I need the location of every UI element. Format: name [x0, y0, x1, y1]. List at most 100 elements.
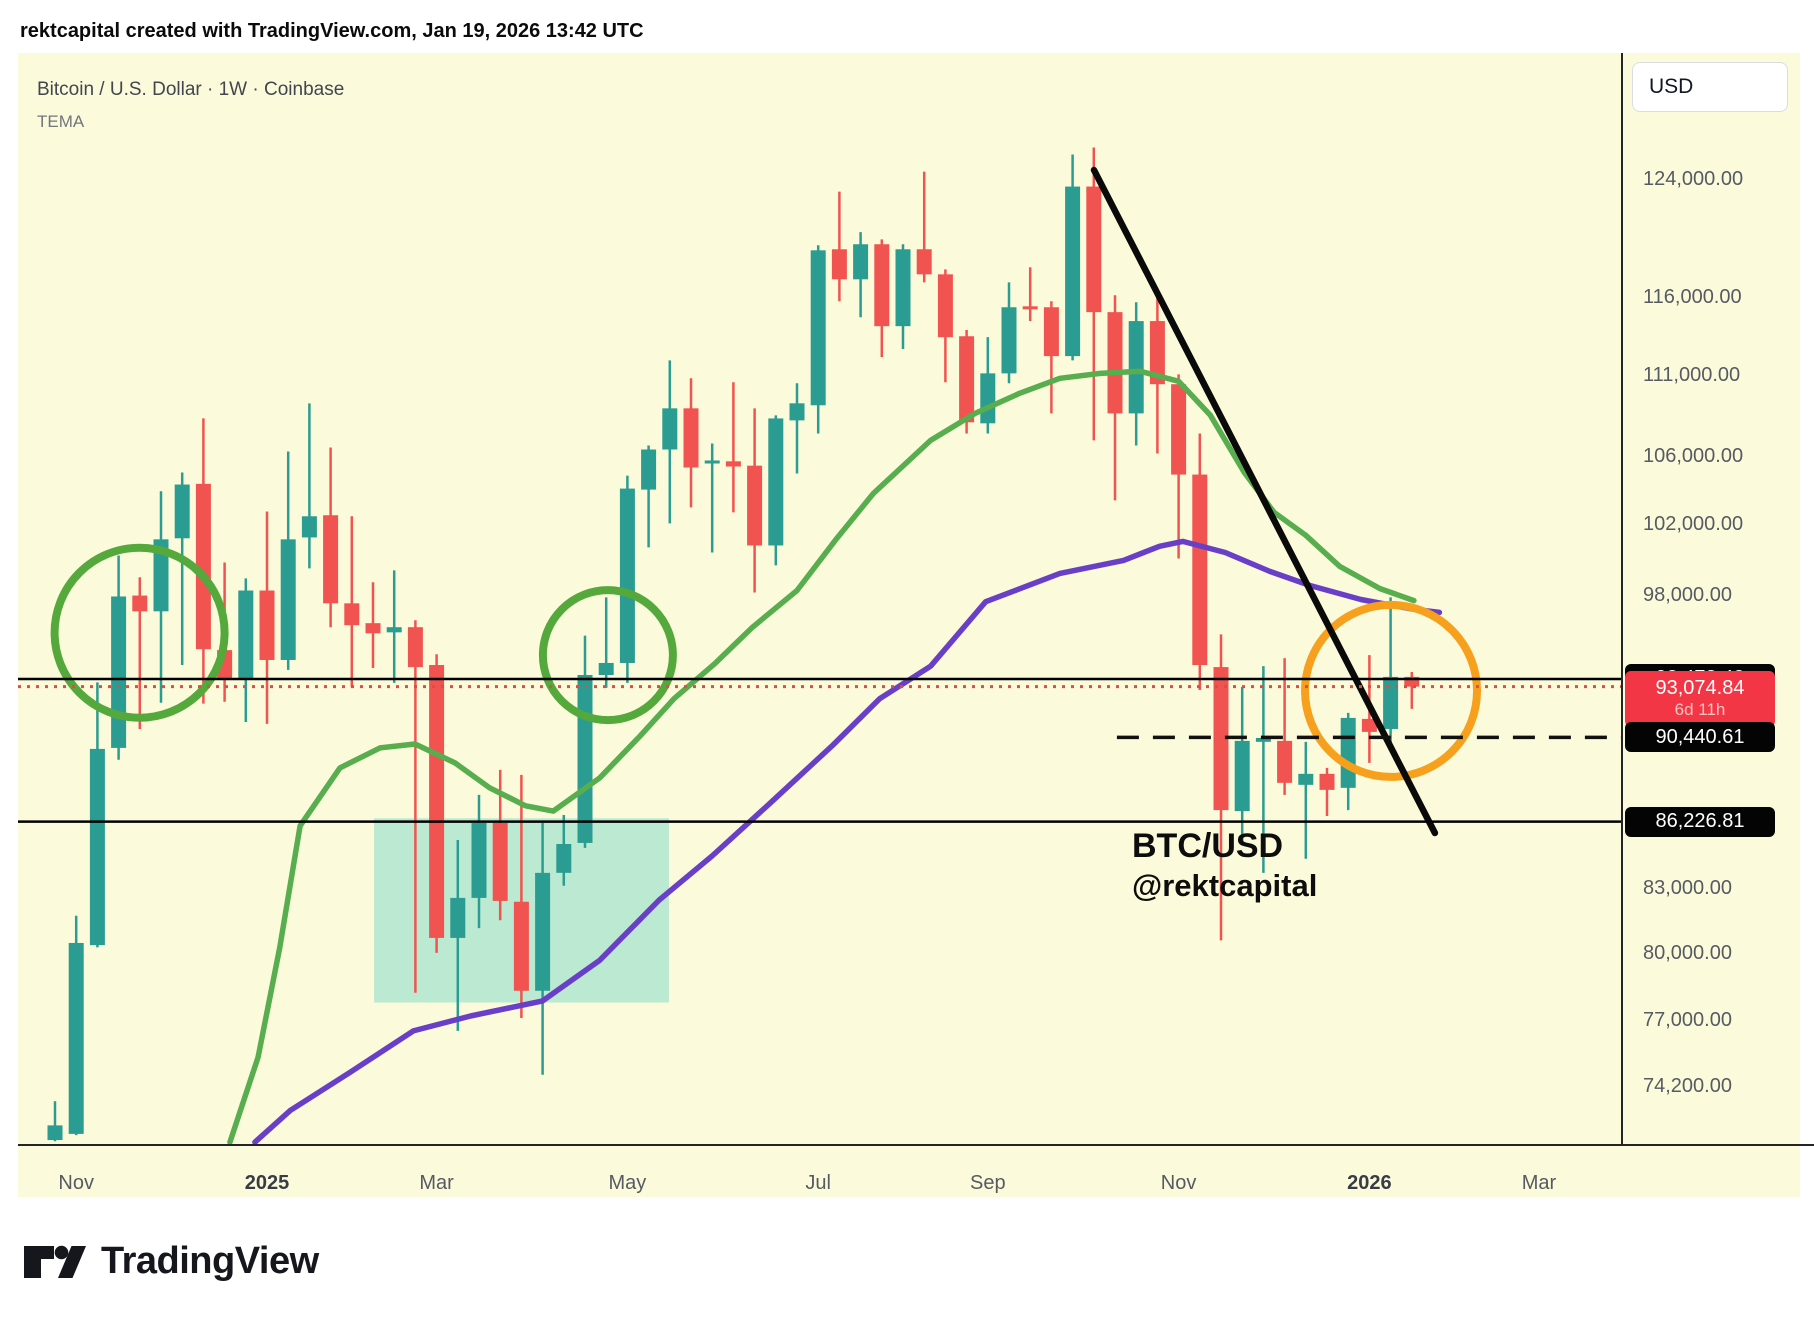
candle	[641, 445, 657, 548]
candle-countdown: 6d 11h	[1674, 700, 1726, 720]
candle	[301, 403, 317, 569]
price-tick-label: 74,200.00	[1643, 1074, 1732, 1097]
candle	[683, 378, 699, 508]
time-tick-label: Mar	[419, 1172, 454, 1194]
price-tick-label: 102,000.00	[1643, 512, 1744, 535]
candle	[450, 840, 466, 1031]
candle	[874, 239, 890, 358]
currency-toggle-button[interactable]: USD	[1632, 62, 1788, 112]
candle	[1065, 154, 1081, 361]
candle	[323, 447, 339, 628]
price-axis-divider	[1621, 53, 1623, 1145]
price-tick-label: 116,000.00	[1643, 285, 1742, 308]
tradingview-logo: TradingView	[23, 1240, 319, 1283]
price-tick-label: 83,000.00	[1643, 876, 1732, 899]
candle	[89, 682, 105, 948]
candle	[598, 597, 614, 688]
candle	[937, 269, 953, 383]
candle	[429, 654, 445, 953]
time-tick-label: Sep	[970, 1172, 1006, 1194]
watermark-symbol: BTC/USD	[1132, 827, 1284, 865]
candle	[1001, 282, 1017, 384]
candle	[259, 511, 275, 724]
candle	[513, 774, 529, 1019]
annotation-circle-green	[538, 586, 677, 725]
annotation-circle-green	[50, 543, 229, 722]
candle	[747, 408, 763, 593]
candle	[980, 337, 996, 434]
candle	[1298, 741, 1314, 859]
candle	[1149, 292, 1165, 454]
watermark: BTC/USD @rektcapital	[1132, 826, 1317, 906]
candle	[1277, 658, 1293, 795]
candle	[556, 814, 572, 886]
candle	[768, 415, 784, 566]
candle	[810, 245, 826, 434]
time-axis-divider	[18, 1144, 1814, 1146]
candle	[831, 191, 847, 302]
candle	[1043, 301, 1059, 414]
symbol-title: Bitcoin / U.S. Dollar · 1W · Coinbase	[37, 79, 345, 100]
candle	[386, 570, 402, 683]
time-tick-label: 2025	[244, 1172, 290, 1194]
tradingview-logo-text: TradingView	[101, 1240, 319, 1282]
indicator-label-tema: TEMA	[37, 112, 85, 131]
tema-indicator-line	[227, 368, 1417, 1145]
annotation-circle-orange	[1301, 600, 1482, 781]
candle	[789, 383, 805, 474]
candle	[1086, 147, 1102, 441]
time-tick-label: May	[608, 1172, 647, 1194]
candle	[1255, 666, 1271, 873]
watermark-handle: @rektcapital	[1132, 868, 1318, 903]
candle	[725, 382, 741, 513]
price-level-tag: 90,440.61	[1625, 722, 1775, 753]
candle	[619, 475, 635, 683]
time-tick-label: Nov	[58, 1172, 94, 1194]
candle	[471, 794, 487, 929]
candle	[111, 555, 127, 760]
chart-background	[18, 53, 1800, 1197]
candle	[68, 915, 84, 1136]
candle	[916, 171, 932, 283]
tradingview-logo-icon	[24, 1245, 86, 1278]
price-tick-label: 77,000.00	[1643, 1009, 1732, 1032]
price-tick-label: 106,000.00	[1643, 444, 1744, 467]
candle	[407, 620, 423, 993]
candlestick-plot[interactable]	[18, 53, 1621, 1145]
candle	[853, 232, 869, 318]
price-tick-label: 80,000.00	[1643, 941, 1732, 964]
candle	[1192, 433, 1208, 690]
candle	[535, 822, 551, 1075]
downtrend-line	[1090, 166, 1439, 837]
time-tick-label: Nov	[1160, 1172, 1197, 1194]
candle	[280, 451, 296, 670]
price-tick-label: 98,000.00	[1643, 583, 1732, 606]
candle	[153, 491, 169, 703]
candle	[132, 577, 148, 729]
candle	[577, 635, 593, 848]
candle	[195, 418, 211, 704]
ma-indicator-line	[252, 538, 1443, 1145]
candle	[1022, 267, 1038, 322]
price-level-tag: 86,226.81	[1625, 806, 1775, 837]
candle	[662, 360, 678, 524]
candle	[238, 578, 254, 722]
candle	[895, 244, 911, 350]
candle	[344, 516, 360, 687]
attribution-header: rektcapital created with TradingView.com…	[20, 20, 644, 42]
price-tick-label: 111,000.00	[1643, 363, 1741, 386]
last-price-tag: 93,074.84 6d 11h	[1625, 670, 1775, 727]
candle	[174, 472, 190, 666]
candle	[1319, 767, 1335, 817]
candle	[1404, 671, 1420, 709]
candle	[1213, 634, 1229, 941]
candle	[1107, 295, 1123, 501]
candle	[1383, 597, 1399, 743]
candle	[365, 582, 381, 669]
candle	[1234, 686, 1250, 843]
time-tick-label: 2026	[1347, 1172, 1392, 1194]
price-tick-label: 124,000.00	[1643, 168, 1744, 190]
candle	[1171, 374, 1187, 559]
time-tick-label: Mar	[1521, 1172, 1557, 1194]
